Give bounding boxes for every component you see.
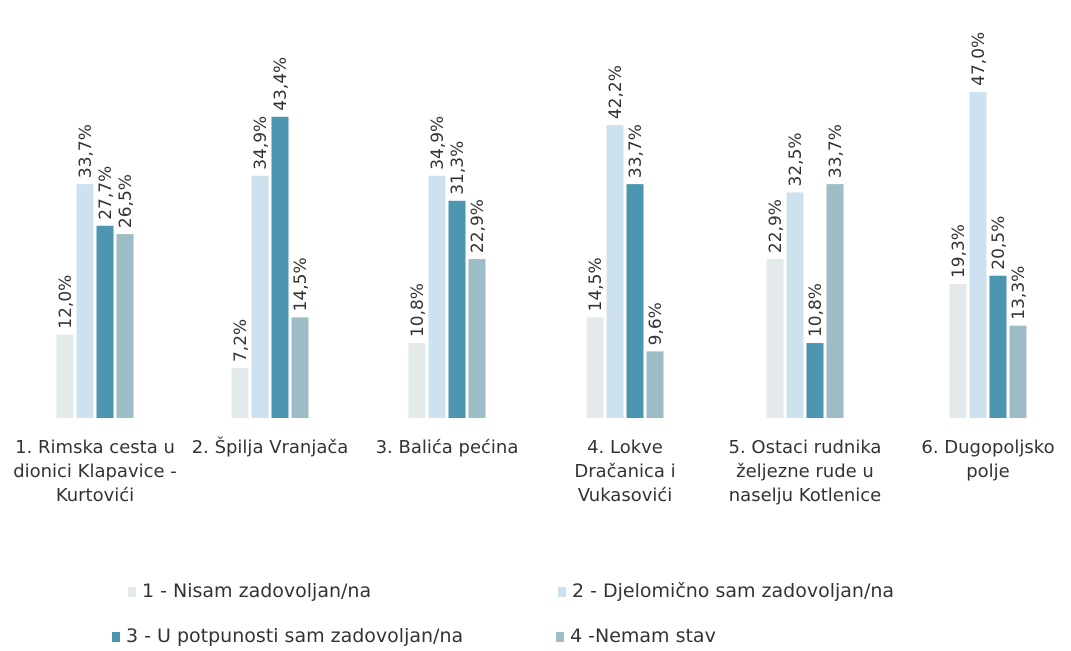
legend-swatch bbox=[112, 631, 120, 642]
bar bbox=[428, 175, 446, 418]
x-tick-label: 2. Špilja Vranjača bbox=[191, 437, 349, 458]
x-tick-label: 4. Lokve Dračanica i Vukasovići bbox=[574, 437, 676, 506]
legend-label: 4 -Nemam stav bbox=[570, 625, 716, 647]
legend-item: 4 -Nemam stav bbox=[556, 625, 716, 647]
bar bbox=[116, 234, 134, 418]
value-label: 14,5% bbox=[586, 257, 606, 311]
bar bbox=[969, 91, 987, 418]
bar bbox=[448, 200, 466, 418]
bar bbox=[606, 125, 624, 419]
value-label: 34,9% bbox=[428, 116, 448, 170]
x-tick-label: 3. Balića pećina bbox=[375, 437, 519, 458]
bar bbox=[231, 368, 249, 418]
bar bbox=[646, 351, 664, 418]
value-label: 9,6% bbox=[646, 302, 666, 345]
bar bbox=[626, 184, 644, 418]
bar bbox=[1009, 325, 1027, 418]
value-label: 34,9% bbox=[251, 116, 271, 170]
bar bbox=[251, 175, 269, 418]
bar bbox=[56, 334, 74, 418]
bar bbox=[806, 343, 824, 418]
bar bbox=[786, 192, 804, 418]
value-label: 47,0% bbox=[969, 32, 989, 86]
legend-item: 3 - U potpunosti sam zadovoljan/na bbox=[112, 625, 463, 647]
x-tick-label: 5. Ostaci rudnika željezne rude u naselj… bbox=[728, 437, 882, 506]
bar bbox=[586, 317, 604, 418]
x-tick-label: 1. Rimska cesta u dionici Klapavice - Ku… bbox=[13, 437, 177, 506]
value-label: 19,3% bbox=[949, 224, 969, 278]
value-label: 33,7% bbox=[826, 124, 846, 178]
value-label: 33,7% bbox=[76, 124, 96, 178]
value-label: 7,2% bbox=[231, 319, 251, 362]
bar bbox=[271, 116, 289, 418]
value-label: 20,5% bbox=[989, 216, 1009, 270]
value-label: 10,8% bbox=[408, 283, 428, 337]
value-label: 14,5% bbox=[291, 257, 311, 311]
value-label: 22,9% bbox=[468, 199, 488, 253]
bar bbox=[766, 259, 784, 418]
legend-label: 3 - U potpunosti sam zadovoljan/na bbox=[126, 625, 464, 647]
value-label: 31,3% bbox=[448, 141, 468, 195]
bar bbox=[76, 184, 94, 418]
bar bbox=[408, 343, 426, 418]
bar bbox=[468, 259, 486, 418]
legend-label: 1 - Nisam zadovoljan/na bbox=[142, 580, 372, 602]
value-label: 12,0% bbox=[56, 275, 76, 329]
value-label: 33,7% bbox=[626, 124, 646, 178]
value-label: 32,5% bbox=[786, 132, 806, 186]
value-label: 13,3% bbox=[1009, 266, 1029, 320]
bar bbox=[291, 317, 309, 418]
legend-label: 2 - Djelomično sam zadovoljan/na bbox=[572, 580, 895, 602]
value-label: 43,4% bbox=[271, 57, 291, 111]
value-label: 42,2% bbox=[606, 65, 626, 119]
value-label: 27,7% bbox=[96, 166, 116, 220]
legend-swatch bbox=[556, 631, 564, 642]
legend-item: 1 - Nisam zadovoljan/na bbox=[128, 580, 371, 602]
bar bbox=[826, 184, 844, 418]
x-tick-label: 6. Dugopoljsko polje bbox=[921, 437, 1055, 482]
legend-swatch bbox=[558, 586, 566, 597]
value-label: 26,5% bbox=[116, 174, 136, 228]
bar bbox=[989, 275, 1007, 418]
legend-item: 2 - Djelomično sam zadovoljan/na bbox=[558, 580, 894, 602]
legend-swatch bbox=[128, 586, 136, 597]
value-label: 22,9% bbox=[766, 199, 786, 253]
bar bbox=[96, 225, 114, 418]
bar bbox=[949, 284, 967, 418]
value-label: 10,8% bbox=[806, 283, 826, 337]
